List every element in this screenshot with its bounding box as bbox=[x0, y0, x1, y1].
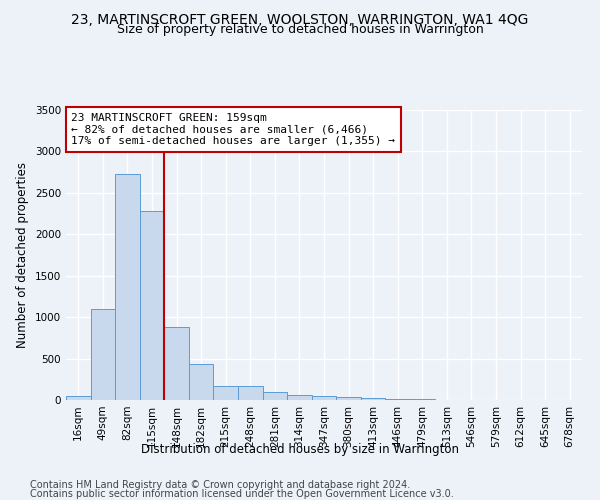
Text: Distribution of detached houses by size in Warrington: Distribution of detached houses by size … bbox=[141, 442, 459, 456]
Text: 23 MARTINSCROFT GREEN: 159sqm
← 82% of detached houses are smaller (6,466)
17% o: 23 MARTINSCROFT GREEN: 159sqm ← 82% of d… bbox=[71, 113, 395, 146]
Y-axis label: Number of detached properties: Number of detached properties bbox=[16, 162, 29, 348]
Bar bbox=[189, 364, 214, 400]
Bar bbox=[263, 392, 287, 400]
Bar bbox=[361, 398, 385, 400]
Bar bbox=[312, 396, 336, 400]
Bar bbox=[336, 397, 361, 400]
Bar bbox=[238, 386, 263, 400]
Bar bbox=[214, 386, 238, 400]
Text: Size of property relative to detached houses in Warrington: Size of property relative to detached ho… bbox=[116, 22, 484, 36]
Bar bbox=[164, 327, 189, 400]
Text: Contains HM Land Registry data © Crown copyright and database right 2024.: Contains HM Land Registry data © Crown c… bbox=[30, 480, 410, 490]
Bar bbox=[91, 309, 115, 400]
Text: 23, MARTINSCROFT GREEN, WOOLSTON, WARRINGTON, WA1 4QG: 23, MARTINSCROFT GREEN, WOOLSTON, WARRIN… bbox=[71, 12, 529, 26]
Bar bbox=[410, 399, 434, 400]
Bar bbox=[140, 211, 164, 400]
Bar bbox=[287, 395, 312, 400]
Bar bbox=[385, 399, 410, 400]
Bar bbox=[115, 174, 140, 400]
Text: Contains public sector information licensed under the Open Government Licence v3: Contains public sector information licen… bbox=[30, 489, 454, 499]
Bar bbox=[66, 396, 91, 400]
